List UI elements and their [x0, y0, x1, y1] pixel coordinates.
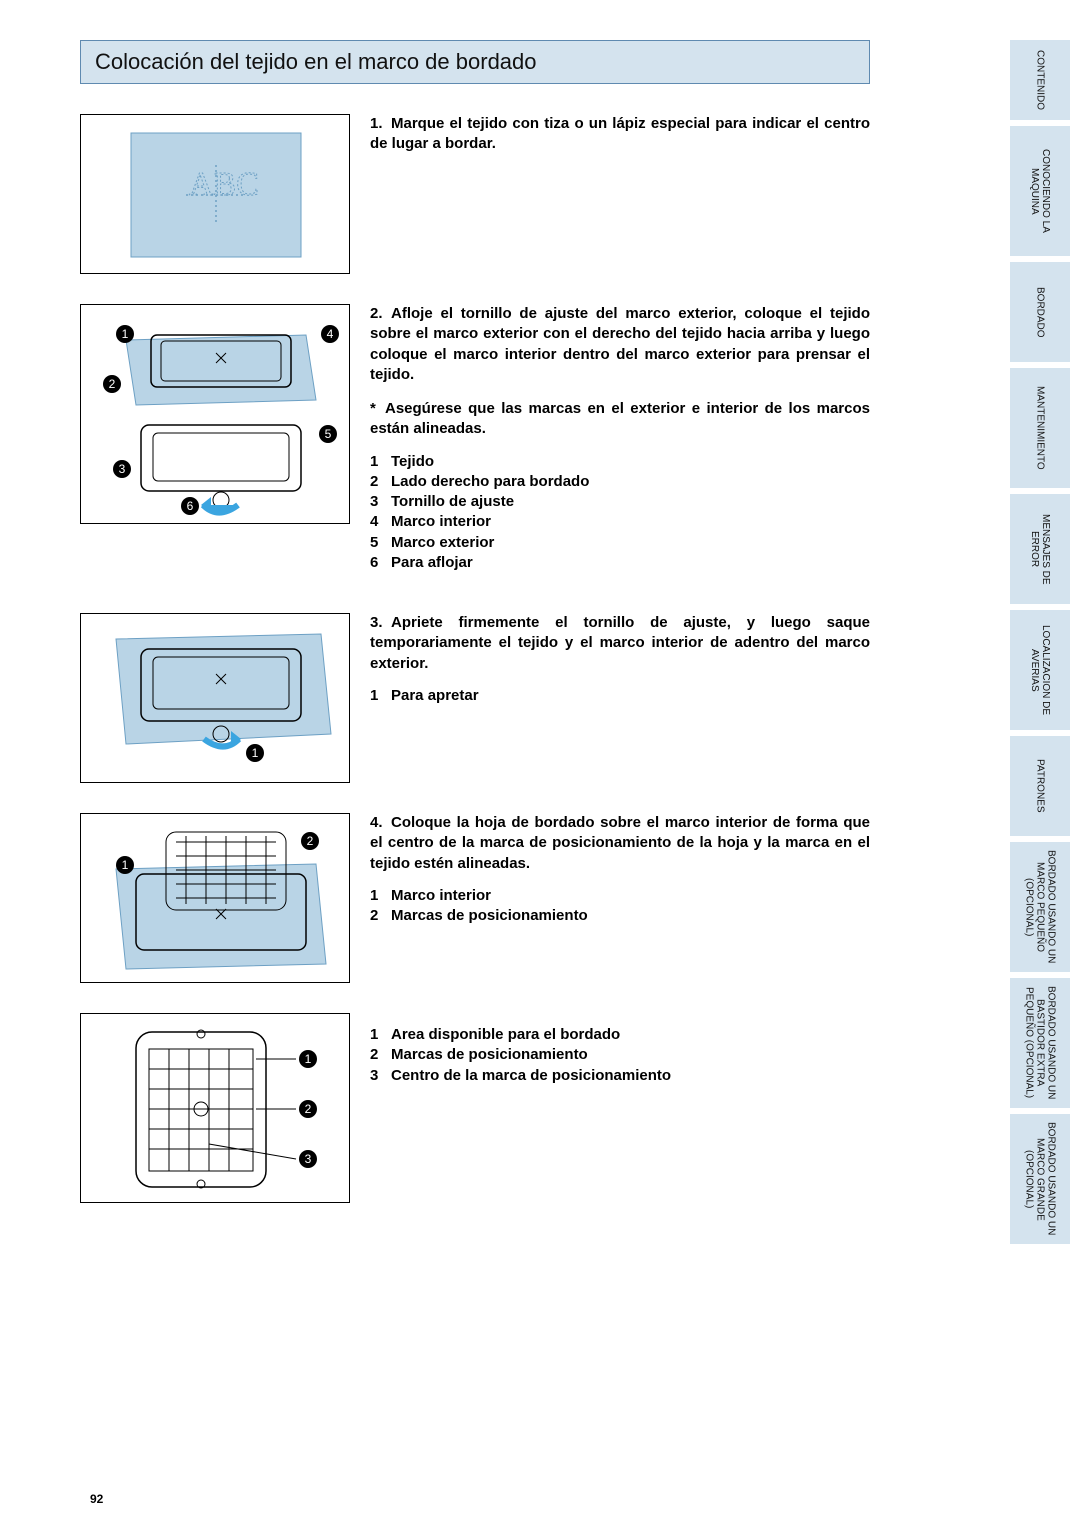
side-tabs: CONTENIDO CONOCIENDO LA MAQUINA BORDADO … [980, 40, 1070, 1244]
page-title: Colocación del tejido en el marco de bor… [80, 40, 870, 84]
tab-pequeno[interactable]: BORDADO USANDO UN MARCO PEQUEÑO (OPCIONA… [1010, 842, 1070, 972]
callout-4-1: 1 [116, 856, 134, 874]
tab-contenido[interactable]: CONTENIDO [1010, 40, 1070, 120]
step5-legend: 1Area disponible para el bordado 2Marcas… [370, 1025, 870, 1086]
step1-num: 1. [370, 114, 391, 134]
step-3: 1 3.Apriete firmemente el tornillo de aj… [80, 613, 870, 783]
figure-3 [81, 614, 351, 784]
step2-num: 2. [370, 304, 391, 324]
step-5: 1 2 3 1Area disponible para el bordado 2… [80, 1013, 870, 1203]
tab-patrones[interactable]: PATRONES [1010, 736, 1070, 836]
step4-legend: 1Marco interior 2Marcas de posicionamien… [370, 886, 870, 927]
callout-1b: 1 [246, 744, 264, 762]
tab-bordado[interactable]: BORDADO [1010, 262, 1070, 362]
tab-mensajes[interactable]: MENSAJES DE ERROR [1010, 494, 1070, 604]
page-number: 92 [90, 1492, 103, 1506]
step2-note: Asegúrese que las marcas en el exterior … [370, 400, 870, 437]
callout-6: 6 [181, 497, 199, 515]
step2-legend: 1Tejido 2Lado derecho para bordado 3Torn… [370, 452, 870, 574]
callout-5-1: 1 [299, 1050, 317, 1068]
step1-text: Marque el tejido con tiza o un lápiz esp… [370, 115, 870, 152]
callout-2: 2 [103, 375, 121, 393]
tab-localizacion[interactable]: LOCALIZACION DE AVERIAS [1010, 610, 1070, 730]
step-2: 1 2 3 4 5 6 2.Afloje el tornillo de ajus… [80, 304, 870, 573]
figure-1: ABC [81, 115, 351, 275]
step4-num: 4. [370, 813, 391, 833]
svg-text:ABC: ABC [189, 166, 259, 203]
callout-4-2: 2 [301, 832, 319, 850]
tab-conociendo[interactable]: CONOCIENDO LA MAQUINA [1010, 126, 1070, 256]
callout-1: 1 [116, 325, 134, 343]
tab-grande[interactable]: BORDADO USANDO UN MARCO GRANDE (OPCIONAL… [1010, 1114, 1070, 1244]
step2-text: Afloje el tornillo de ajuste del marco e… [370, 305, 870, 383]
step-4: 1 2 4.Coloque la hoja de bordado sobre e… [80, 813, 870, 983]
callout-5-2: 2 [299, 1100, 317, 1118]
step3-text: Apriete firmemente el tornillo de ajuste… [370, 614, 870, 672]
step4-text: Coloque la hoja de bordado sobre el marc… [370, 814, 870, 872]
tab-extra-pequeno[interactable]: BORDADO USANDO UN BASTIDOR EXTRA PEQUEÑO… [1010, 978, 1070, 1108]
step3-legend: 1Para apretar [370, 686, 870, 706]
callout-4: 4 [321, 325, 339, 343]
step-1: ABC 1.Marque el tejido con tiza o un láp… [80, 114, 870, 274]
tab-mantenimiento[interactable]: MANTENIMIENTO [1010, 368, 1070, 488]
callout-3: 3 [113, 460, 131, 478]
callout-5-3: 3 [299, 1150, 317, 1168]
step3-num: 3. [370, 613, 391, 633]
callout-5: 5 [319, 425, 337, 443]
